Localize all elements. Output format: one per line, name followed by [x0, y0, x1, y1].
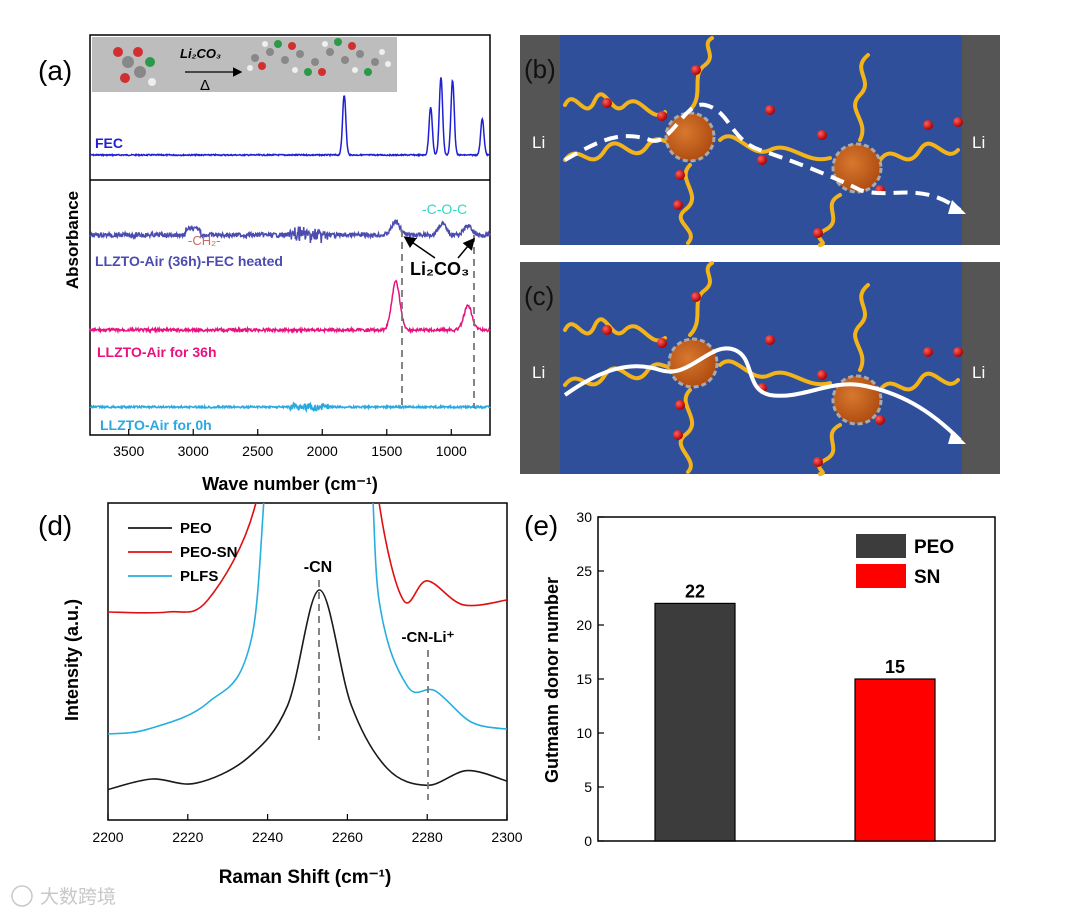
- li2co3-arrow-1: [403, 236, 436, 259]
- spectrum-label-1: LLZTO-Air (36h)-FEC heated: [95, 253, 283, 269]
- e-ytick-label: 30: [576, 509, 592, 525]
- bar-sn: [854, 678, 936, 842]
- a-xtick-label: 2000: [307, 443, 338, 459]
- legend-label-e-sn: SN: [914, 567, 940, 588]
- panel-d-x-ticks: 2200 2220 2240 2260 2280 2300: [92, 814, 523, 845]
- legend-label-peo-sn: PEO-SN: [180, 544, 238, 561]
- d-xtick-label: 2220: [172, 829, 203, 845]
- cn-annotation: -CN: [304, 559, 332, 576]
- spectrum-line-3: [89, 401, 491, 414]
- legend-swatch-e-sn: [856, 564, 906, 588]
- bar-value-sn: 15: [885, 657, 905, 677]
- raman-line-plfs: [108, 503, 507, 735]
- panel-label-a: (a): [38, 55, 72, 86]
- d-xtick-label: 2300: [491, 829, 522, 845]
- panel-a-x-ticks: 3500 3000 2500 2000 1500 1000: [113, 429, 467, 459]
- a-xtick-label: 3500: [113, 443, 144, 459]
- panel-d-series: [108, 503, 507, 791]
- legend-label-e-peo: PEO: [914, 537, 954, 558]
- li-electrode-right-c: Li: [972, 363, 985, 382]
- panel-e-ylabel: Gutmann donor number: [542, 577, 562, 783]
- e-ytick-label: 25: [576, 563, 592, 579]
- inset-li2co3-label: Li₂CO₃: [180, 46, 221, 61]
- panel-a-ylabel: Absorbance: [63, 191, 82, 289]
- li-electrode-left-c: Li: [532, 363, 545, 382]
- inset-molecule-image: Li₂CO₃ Δ: [92, 37, 397, 94]
- panel-d-xlabel: Raman Shift (cm⁻¹): [219, 867, 392, 888]
- panel-label-b: (b): [524, 54, 556, 84]
- legend-label-peo: PEO: [180, 520, 212, 537]
- a-xtick-label: 2500: [242, 443, 273, 459]
- li-electrode-left-b: Li: [532, 133, 545, 152]
- panel-a: (a): [38, 34, 491, 494]
- a-xtick-label: 1500: [371, 443, 402, 459]
- e-ytick-label: 20: [576, 617, 592, 633]
- panel-a-xlabel: Wave number (cm⁻¹): [202, 474, 378, 494]
- ch2-annotation: -CH₂-: [188, 233, 220, 248]
- spectrum-label-2: LLZTO-Air for 36h: [97, 344, 217, 360]
- e-ytick-label: 0: [584, 833, 592, 849]
- d-xtick-label: 2200: [92, 829, 123, 845]
- li2co3-arrow-2: [457, 237, 475, 259]
- panel-e-bars: 22 15: [654, 581, 936, 842]
- li2co3-annotation: Li₂CO₃: [410, 259, 469, 279]
- watermark: 大数跨境: [11, 885, 116, 908]
- panel-e: (e) 22 15 0 5 10 15 20 25 30 PEO SN Gutmann dono…: [524, 509, 996, 849]
- cnli-annotation: -CN-Li⁺: [402, 629, 455, 646]
- d-xtick-label: 2240: [252, 829, 283, 845]
- panel-label-c: (c): [524, 281, 554, 311]
- panel-d-ylabel: Intensity (a.u.): [62, 599, 82, 721]
- legend-swatch-e-peo: [856, 534, 906, 558]
- raman-line-peo: [108, 589, 507, 791]
- a-xtick-label: 3000: [178, 443, 209, 459]
- li-electrode-right-b: Li: [972, 133, 985, 152]
- spectrum-label-3: LLZTO-Air for 0h: [100, 417, 212, 433]
- e-ytick-label: 5: [584, 779, 592, 795]
- panel-e-y-ticks: 0 5 10 15 20 25 30: [576, 509, 604, 849]
- panel-label-e: (e): [524, 510, 558, 541]
- watermark-text: 大数跨境: [40, 886, 116, 908]
- bar-value-peo: 22: [685, 581, 705, 601]
- inset-delta-label: Δ: [200, 77, 210, 94]
- e-ytick-label: 15: [576, 671, 592, 687]
- legend-label-plfs: PLFS: [180, 568, 218, 585]
- panel-label-d: (d): [38, 510, 72, 541]
- a-xtick-label: 1000: [436, 443, 467, 459]
- raman-line-peo-sn: [108, 503, 507, 614]
- d-xtick-label: 2260: [332, 829, 363, 845]
- panel-a-series: FEC LLZTO-Air (36h)-FEC heated LLZTO-Air f…: [89, 77, 491, 433]
- spectrum-label-0: FEC: [95, 135, 123, 151]
- panel-b-schematic: (b) Li Li: [520, 35, 1000, 247]
- e-ytick-label: 10: [576, 725, 592, 741]
- panel-d-frame: [107, 502, 508, 821]
- panel-e-legend: PEO SN: [856, 534, 954, 588]
- spectrum-line-1: [89, 218, 491, 244]
- bar-peo: [654, 602, 736, 842]
- spectrum-line-0: [89, 77, 491, 158]
- panel-c-schematic: (c) Li Li: [520, 261, 1000, 476]
- coc-annotation: -C-O-C: [422, 201, 467, 217]
- panel-d-legend: PEO PEO-SN PLFS: [128, 520, 238, 585]
- d-xtick-label: 2280: [412, 829, 443, 845]
- spectrum-line-2: [89, 279, 491, 335]
